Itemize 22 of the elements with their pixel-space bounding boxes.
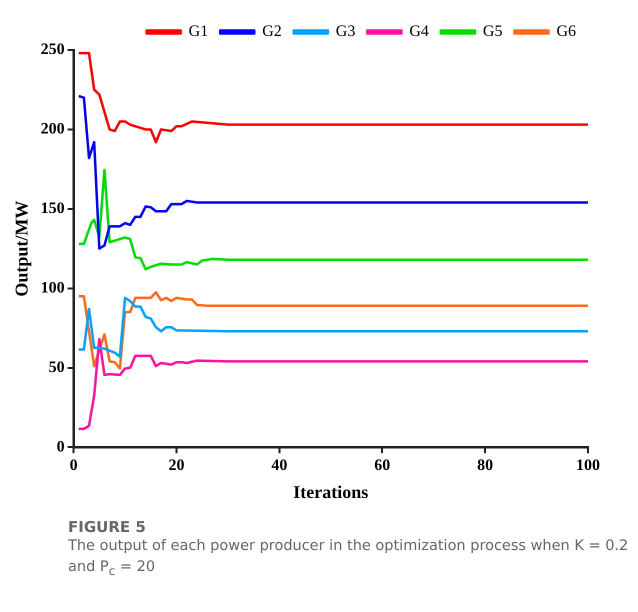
y-tick-label: 100 <box>40 279 65 296</box>
text: The output of each power producer in the optimization process when K = 0.2 and P$_{c}$ = 20 <box>68 537 630 580</box>
text: FIGURE 5 <box>68 518 147 536</box>
x-tick-label: 0 <box>70 456 78 474</box>
y-tick-label: 50 <box>48 358 65 376</box>
x-tick-label: 80 <box>477 456 494 474</box>
x-tick-label: 20 <box>168 456 184 474</box>
x-tick-label: 40 <box>271 456 288 474</box>
y-tick-label: 150 <box>40 200 65 218</box>
legend-label: G5 <box>482 23 502 40</box>
x-tick-label: 60 <box>374 456 390 474</box>
x-tick-label: 100 <box>576 456 600 474</box>
legend-label: G6 <box>556 23 576 40</box>
x-axis-title: Iterations <box>293 482 368 502</box>
legend-label: G4 <box>409 23 429 40</box>
y-tick-label: 200 <box>40 120 65 138</box>
legend-label: G2 <box>262 23 282 40</box>
legend-label: G3 <box>336 23 356 40</box>
legend-label: G1 <box>188 23 208 40</box>
y-tick-label: 0 <box>56 438 65 456</box>
y-axis-title: Output/MW <box>11 200 32 297</box>
y-tick-label: 250 <box>40 41 65 58</box>
